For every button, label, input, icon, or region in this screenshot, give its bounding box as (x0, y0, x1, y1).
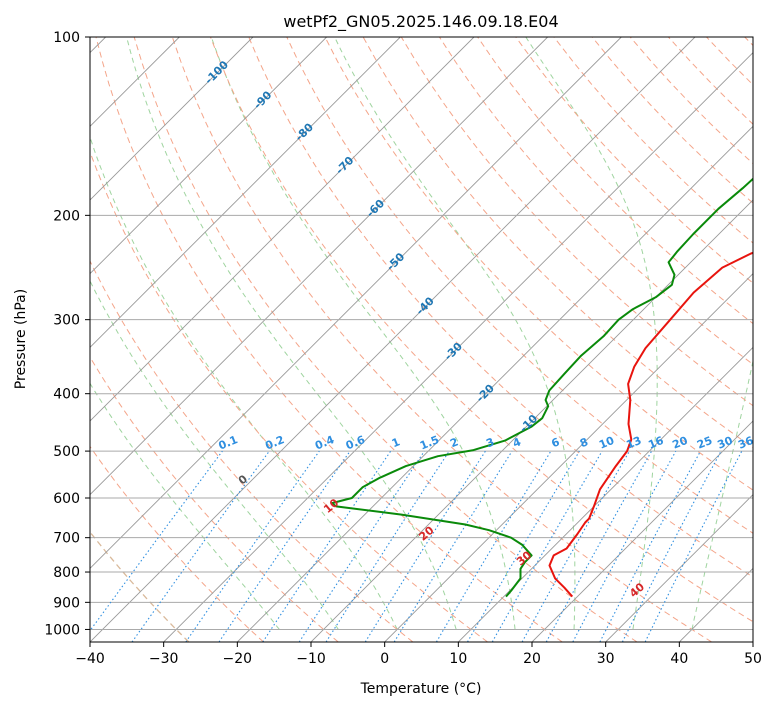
mixing-ratio-label: 3 (484, 435, 496, 450)
y-axis-label: Pressure (hPa) (13, 289, 29, 389)
y-tick-label: 1000 (44, 622, 80, 638)
mixing-ratio-line (393, 450, 513, 642)
isotherms (90, 37, 753, 642)
dry-adiabat (95, 37, 563, 642)
x-tick-label: −10 (296, 651, 326, 667)
y-tick-label: 100 (53, 30, 80, 46)
isotherm-line (90, 37, 696, 642)
mixing-ratio-line (325, 450, 450, 642)
mixing-ratio-label: 36 (736, 434, 755, 452)
dry-adiabat (90, 445, 264, 642)
mixing-ratio-label: 16 (646, 434, 665, 452)
y-tick-label: 700 (53, 531, 80, 547)
mixing-ratio-line (185, 450, 320, 642)
moist-adiabat (525, 37, 658, 630)
isotherm-line (605, 494, 753, 642)
dewpoint-profile-line (331, 177, 753, 598)
dry-adiabat (286, 37, 753, 534)
mixing-ratio-line (90, 450, 223, 632)
moist-adiabat (334, 37, 576, 630)
dry-adiabat (133, 37, 638, 642)
dry-adiabat (210, 37, 753, 623)
y-tick-label: 500 (53, 444, 80, 460)
x-tick-label: −40 (75, 651, 105, 667)
isotherm-line (384, 273, 753, 642)
x-tick-label: 0 (380, 651, 389, 667)
isotherm-line (90, 37, 622, 569)
mixing-ratio-label: 8 (578, 435, 590, 450)
isotherm-line (163, 52, 753, 642)
dry-adiabat (515, 37, 753, 284)
y-tick-label: 600 (53, 491, 80, 507)
isotherm-line (310, 199, 753, 642)
isotherm-line (90, 37, 401, 348)
y-tick-label: 400 (53, 387, 80, 403)
x-tick-label: −30 (149, 651, 179, 667)
mixing-ratio-label: 10 (597, 434, 616, 452)
moist-adiabat (90, 382, 280, 630)
x-tick-label: 20 (523, 651, 541, 667)
x-tick-label: 50 (744, 651, 762, 667)
mixing-ratio-line (572, 450, 677, 642)
mixing-ratio-lines (90, 450, 743, 642)
y-axis-ticks: 100 200 300 400 500 600 700 800 900 1000 (44, 30, 90, 638)
mixing-ratio-line (218, 450, 351, 642)
dry-adiabat (90, 259, 414, 642)
isotherm-line (531, 420, 753, 642)
y-tick-label: 200 (53, 208, 80, 224)
mixing-ratio-line (298, 450, 425, 642)
mixing-ratio-line (131, 450, 270, 642)
x-tick-label: −20 (223, 651, 253, 667)
mixing-ratio-label: 2 (448, 435, 460, 450)
mixing-ratio-line (545, 450, 653, 642)
mixing-ratio-label: 30 (716, 434, 735, 452)
x-axis-label: Temperature (°C) (360, 681, 482, 697)
moist-adiabat (90, 135, 398, 630)
y-tick-label: 900 (53, 595, 80, 611)
moist-adiabat (126, 37, 457, 630)
mixing-ratio-line (521, 450, 630, 642)
dry-adiabat (171, 37, 712, 642)
profile-series (331, 177, 753, 598)
isotherm-line (90, 37, 475, 422)
isotherm-line (237, 125, 753, 642)
mixing-ratio-line (644, 450, 743, 642)
mixing-ratio-label: 13 (624, 434, 643, 452)
chart-title: wetPf2_GN05.2025.146.09.18.E04 (283, 12, 558, 32)
isotherm-line (90, 37, 254, 201)
moist-adiabat (691, 358, 753, 630)
dry-adiabat (324, 37, 753, 491)
x-tick-label: 30 (597, 651, 615, 667)
isotherm-line (90, 37, 327, 275)
isotherm-line (90, 37, 548, 496)
mixing-ratio-label: 20 (671, 434, 690, 452)
x-tick-label: 40 (670, 651, 688, 667)
dry-adiabat (248, 37, 753, 578)
mixing-ratio-label: 1 (390, 435, 402, 450)
plot-frame (89, 36, 754, 643)
dry-adiabats (90, 37, 753, 642)
mixing-ratio-line (262, 450, 392, 642)
y-tick-label: 800 (53, 565, 80, 581)
y-tick-label: 300 (53, 313, 80, 329)
isotherm-line (458, 346, 753, 642)
temperature-profile-line (548, 251, 753, 598)
x-axis-ticks: −40 −30 −20 −10 0 10 20 30 40 50 (75, 642, 762, 667)
mixing-ratio-label: 25 (695, 434, 714, 452)
dry-adiabat (90, 356, 339, 642)
moist-adiabats (90, 37, 753, 630)
x-tick-label: 10 (449, 651, 467, 667)
